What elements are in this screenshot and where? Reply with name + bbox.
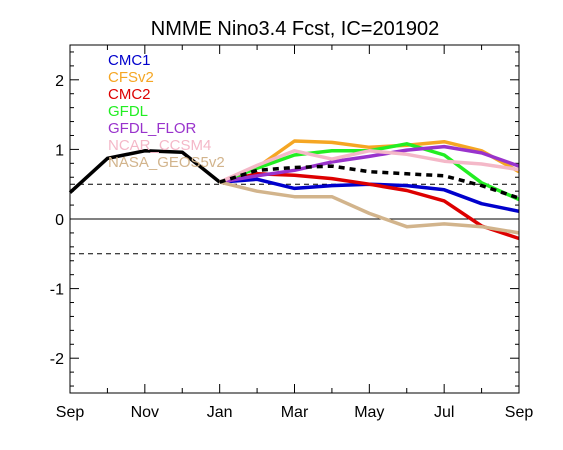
legend-entry: NASA_GEOS5v2 xyxy=(108,154,225,171)
legend-entry: CMC2 xyxy=(108,86,151,103)
plot-frame xyxy=(69,44,520,394)
series-line-gfdl-flor xyxy=(219,144,520,184)
legend-entry: CMC1 xyxy=(108,52,151,69)
legend-entry: GFDL xyxy=(108,103,148,120)
x-tick-label: Sep xyxy=(505,404,534,421)
x-tick-label: May xyxy=(354,404,384,421)
x-tick-label: Nov xyxy=(131,404,159,421)
x-tick-label: Sep xyxy=(56,404,85,421)
y-tick-label: -2 xyxy=(50,351,64,368)
legend-entry: NCAR_CCSM4 xyxy=(108,137,211,154)
series-line-nasa-geos5v2 xyxy=(219,180,520,235)
x-tick-label: Jan xyxy=(207,404,233,421)
y-tick-label: 2 xyxy=(55,73,64,90)
series-line-ncar-ccsm4 xyxy=(218,149,520,184)
x-tick-label: Mar xyxy=(281,404,309,421)
observed-line xyxy=(68,149,221,194)
y-tick-label: -1 xyxy=(50,282,64,299)
legend-entry: GFDL_FLOR xyxy=(108,120,197,137)
y-tick-label: 0 xyxy=(55,212,64,229)
legend-entry: CFSv2 xyxy=(108,69,154,86)
x-tick-label: Jul xyxy=(434,404,454,421)
chart-title: NMME Nino3.4 Fcst, IC=201902 xyxy=(151,18,439,40)
y-tick-label: 1 xyxy=(55,142,64,159)
